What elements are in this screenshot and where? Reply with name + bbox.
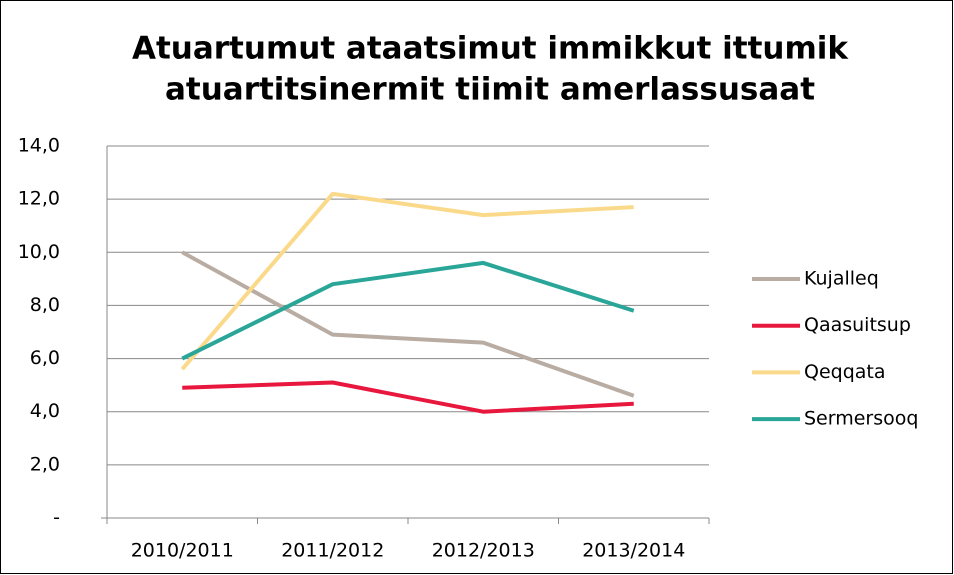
y-tick-label: 4,0 bbox=[30, 400, 60, 422]
legend-label: Kujalleq bbox=[804, 268, 879, 290]
series-line bbox=[181, 260, 635, 361]
y-tick-label: 8,0 bbox=[30, 294, 60, 316]
x-tick-label: 2010/2011 bbox=[131, 540, 234, 562]
y-tick-label: 14,0 bbox=[18, 135, 60, 157]
series-line bbox=[182, 380, 634, 414]
x-tick-label: 2011/2012 bbox=[281, 540, 384, 562]
legend-label: Qeqqata bbox=[804, 361, 886, 383]
series-line bbox=[180, 191, 634, 371]
y-tick-label: 10,0 bbox=[18, 241, 60, 263]
chart-title: Atuartumut ataatsimut immikkut ittumik bbox=[132, 31, 849, 67]
y-tick-label: - bbox=[53, 507, 60, 529]
x-tick-label: 2013/2014 bbox=[582, 540, 685, 562]
y-tick-label: 6,0 bbox=[30, 347, 60, 369]
legend-label: Sermersooq bbox=[804, 408, 918, 430]
chart-title: atuartitsinermit tiimit amerlassusaat bbox=[165, 72, 815, 108]
y-tick-label: 2,0 bbox=[30, 453, 60, 475]
series-line bbox=[181, 250, 635, 398]
x-tick-label: 2012/2013 bbox=[432, 540, 535, 562]
legend-label: Qaasuitsup bbox=[804, 314, 911, 336]
y-tick-label: 12,0 bbox=[18, 188, 60, 210]
